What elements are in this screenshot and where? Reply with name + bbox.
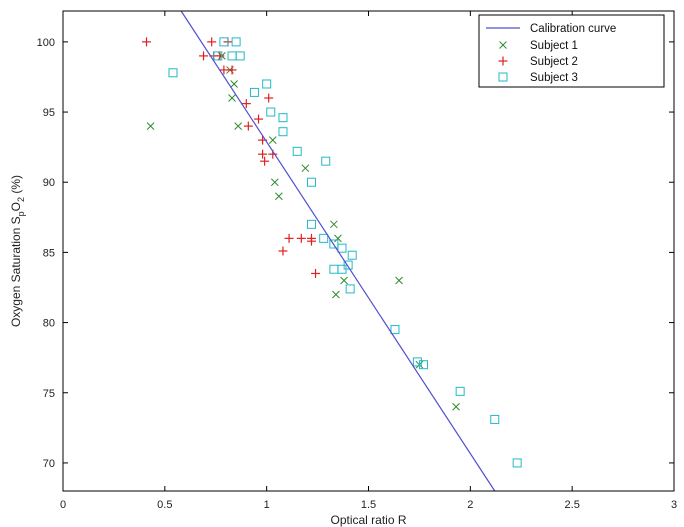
y-tick-label: 70 <box>43 458 55 470</box>
data-point-subject-1 <box>268 136 277 144</box>
data-point-subject-3 <box>490 414 500 424</box>
data-point-subject-2 <box>278 246 288 256</box>
data-point-subject-3 <box>347 250 357 260</box>
y-axis-label-sub1: p <box>16 211 26 216</box>
ticks-layer: 0 0.5 1 1.5 2 2.5 3 70 75 80 85 90 95 100 <box>37 11 677 511</box>
data-point-subject-2 <box>311 268 321 278</box>
data-point-subject-1 <box>275 192 283 201</box>
legend-subject1-swatch <box>499 41 507 49</box>
y-axis-label-sub2: 2 <box>16 197 26 202</box>
legend-subject2-swatch <box>498 56 508 66</box>
legend-subject3-swatch <box>498 72 508 82</box>
x-tick-label: 0.5 <box>157 499 172 511</box>
legend-subject1-label: Subject 1 <box>530 40 578 52</box>
legend-marker-subject-3 <box>498 72 508 82</box>
data-point-subject-1 <box>332 290 340 299</box>
data-point-subject-3 <box>512 458 522 468</box>
data-point-subject-2 <box>306 236 316 246</box>
data-point-subject-2 <box>243 121 253 131</box>
data-point-subject-2 <box>241 99 251 109</box>
data-point-subject-3 <box>262 79 272 89</box>
data-point-subject-1 <box>452 402 460 411</box>
data-point-subject-2 <box>284 233 294 243</box>
data-point-subject-1 <box>301 164 310 173</box>
legend-box <box>478 14 665 88</box>
data-point-subject-3 <box>319 233 329 243</box>
data-point-subject-1 <box>334 234 342 243</box>
y-tick-label: 75 <box>43 388 55 400</box>
data-point-subject-2 <box>227 65 237 75</box>
data-point-subject-2 <box>254 114 264 124</box>
data-point-subject-2 <box>258 149 268 159</box>
data-point-subject-3 <box>321 156 331 166</box>
data-point-subject-3 <box>337 264 347 274</box>
data-point-subject-3 <box>306 219 316 229</box>
data-point-subject-1 <box>234 122 243 130</box>
data-point-subject-3 <box>249 87 259 97</box>
legend-subject2-label: Subject 2 <box>530 56 578 68</box>
x-tick-label: 3 <box>671 499 677 511</box>
legend-marker-subject-1 <box>499 41 507 49</box>
data-point-subject-2 <box>219 65 229 75</box>
data-point-subject-3 <box>390 325 400 335</box>
x-tick-label: 0 <box>60 499 66 511</box>
calibration-curve-line <box>180 10 496 492</box>
data-point-subject-1 <box>230 80 238 88</box>
data-point-subject-3 <box>213 51 223 61</box>
y-tick-label: 100 <box>37 37 55 49</box>
data-point-subject-3 <box>235 51 245 61</box>
y-tick-label: 95 <box>43 107 55 119</box>
data-point-subject-2 <box>296 233 306 243</box>
legend-subject3-label: Subject 3 <box>530 72 578 84</box>
data-point-subject-2 <box>260 156 270 166</box>
x-tick-label: 1 <box>264 499 270 511</box>
data-point-subject-3 <box>412 357 422 367</box>
data-point-subject-3 <box>231 37 241 47</box>
x-tick-label: 2.5 <box>565 499 580 511</box>
data-point-subject-2 <box>142 37 152 47</box>
legend-marker-subject-2 <box>498 56 508 66</box>
x-axis-label: Optical ratio R <box>330 513 406 527</box>
data-point-subject-2 <box>215 51 225 61</box>
data-point-subject-3 <box>168 68 178 78</box>
y-axis-label: Oxygen Saturation SpO2 (%) <box>9 175 26 327</box>
x-tick-label: 1.5 <box>361 499 376 511</box>
y-tick-label: 90 <box>43 177 55 189</box>
calibration-layer <box>180 10 496 492</box>
data-point-subject-3 <box>278 127 288 137</box>
data-point-subject-3 <box>266 107 276 117</box>
data-point-subject-2 <box>264 93 274 103</box>
data-point-subject-3 <box>292 146 302 156</box>
y-axis-label-mid: O <box>9 202 23 211</box>
data-point-subject-1 <box>395 276 403 285</box>
data-point-subject-2 <box>199 51 209 61</box>
y-tick-label: 80 <box>43 318 55 330</box>
data-point-subject-1 <box>146 122 155 130</box>
data-point-subject-3 <box>418 360 428 370</box>
data-point-subject-1 <box>330 220 338 229</box>
data-point-subject-3 <box>345 284 355 294</box>
legend: Calibration curve Subject 1 Subject 2 Su… <box>478 14 665 88</box>
data-point-subject-1 <box>270 178 279 187</box>
data-point-subject-3 <box>337 243 347 253</box>
data-point-subject-3 <box>219 37 229 47</box>
x-tick-label: 2 <box>467 499 473 511</box>
data-point-subject-3 <box>306 177 316 187</box>
y-axis-label-tail: (%) <box>9 175 23 197</box>
legend-calibration-label: Calibration curve <box>530 23 616 35</box>
data-layer <box>142 37 522 468</box>
data-point-subject-1 <box>228 94 236 102</box>
data-point-subject-2 <box>207 37 217 47</box>
y-axis-label-main: Oxygen Saturation S <box>9 216 23 327</box>
data-point-subject-3 <box>278 113 288 123</box>
data-point-subject-1 <box>340 276 348 285</box>
data-point-subject-3 <box>455 386 465 396</box>
y-tick-label: 85 <box>43 247 55 259</box>
